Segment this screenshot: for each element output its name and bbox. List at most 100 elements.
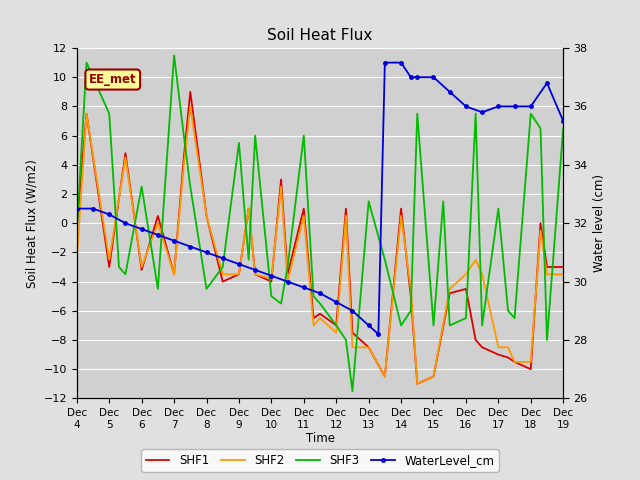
SHF3 (138, 184, 145, 190)
SHF2 (235, 271, 243, 277)
WaterLevel_cm (203, 250, 211, 255)
SHF1 (495, 352, 502, 358)
SHF3 (310, 293, 317, 299)
SHF2 (365, 345, 372, 350)
SHF2 (472, 257, 479, 263)
SHF2 (495, 345, 502, 350)
SHF2 (478, 271, 486, 277)
SHF3 (342, 337, 350, 343)
SHF1 (154, 213, 162, 219)
SHF3 (559, 125, 567, 131)
SHF1 (462, 286, 470, 292)
SHF1 (407, 293, 415, 299)
SHF3 (413, 111, 421, 117)
SHF1 (511, 359, 518, 365)
WaterLevel_cm (316, 290, 324, 296)
SHF2 (122, 155, 129, 160)
SHF3 (300, 133, 308, 139)
WaterLevel_cm (527, 104, 534, 109)
SHF2 (332, 330, 340, 336)
SHF1 (381, 373, 388, 379)
SHF3 (203, 286, 211, 292)
SHF3 (440, 198, 447, 204)
SHF1 (252, 271, 259, 277)
SHF1 (300, 206, 308, 212)
Text: EE_met: EE_met (89, 73, 136, 86)
WaterLevel_cm (106, 212, 113, 217)
SHF2 (73, 257, 81, 263)
SHF2 (180, 162, 188, 168)
SHF2 (342, 213, 350, 219)
SHF3 (252, 133, 259, 139)
SHF3 (268, 293, 275, 299)
SHF3 (543, 337, 551, 343)
WaterLevel_cm (332, 299, 340, 305)
SHF1 (429, 373, 437, 379)
WaterLevel_cm (170, 238, 178, 244)
SHF3 (495, 206, 502, 212)
SHF1 (543, 264, 551, 270)
WaterLevel_cm (365, 323, 372, 328)
SHF1 (170, 271, 178, 277)
SHF1 (537, 220, 545, 226)
WaterLevel_cm (235, 261, 243, 267)
SHF1 (349, 330, 356, 336)
SHF2 (300, 213, 308, 219)
SHF1 (245, 206, 253, 212)
SHF2 (446, 286, 454, 292)
SHF2 (527, 359, 534, 365)
SHF1 (342, 206, 350, 212)
WaterLevel_cm (138, 226, 145, 232)
SHF1 (235, 271, 243, 277)
SHF3 (170, 52, 178, 58)
SHF1 (413, 381, 421, 387)
SHF2 (429, 373, 437, 379)
SHF2 (277, 184, 285, 190)
SHF2 (203, 213, 211, 219)
SHF3 (397, 323, 405, 328)
Title: Soil Heat Flux: Soil Heat Flux (268, 28, 372, 43)
SHF3 (284, 264, 291, 270)
SHF3 (504, 308, 512, 314)
WaterLevel_cm (543, 80, 551, 86)
WaterLevel_cm (300, 285, 308, 290)
WaterLevel_cm (495, 104, 502, 109)
WaterLevel_cm (154, 232, 162, 238)
SHF2 (504, 345, 512, 350)
SHF2 (310, 323, 317, 328)
SHF2 (106, 257, 113, 263)
SHF3 (219, 264, 227, 270)
SHF2 (462, 271, 470, 277)
WaterLevel_cm (122, 220, 129, 226)
SHF2 (83, 111, 90, 117)
SHF3 (316, 300, 324, 306)
WaterLevel_cm (89, 206, 97, 212)
SHF1 (316, 311, 324, 317)
SHF3 (106, 111, 113, 117)
SHF1 (122, 150, 129, 156)
Line: SHF2: SHF2 (77, 107, 563, 384)
SHF2 (138, 264, 145, 270)
SHF2 (154, 220, 162, 226)
SHF1 (138, 267, 145, 273)
SHF2 (381, 373, 388, 379)
WaterLevel_cm (559, 118, 567, 124)
WaterLevel_cm (429, 74, 437, 80)
SHF1 (504, 355, 512, 360)
SHF1 (186, 89, 194, 95)
SHF2 (252, 271, 259, 277)
WaterLevel_cm (284, 279, 291, 285)
SHF3 (332, 323, 340, 328)
SHF1 (73, 223, 81, 229)
SHF1 (365, 345, 372, 350)
SHF1 (203, 213, 211, 219)
WaterLevel_cm (397, 60, 405, 65)
SHF3 (186, 184, 194, 190)
SHF3 (349, 388, 356, 394)
SHF3 (245, 257, 253, 263)
WaterLevel_cm (462, 104, 470, 109)
WaterLevel_cm (381, 60, 388, 65)
SHF2 (543, 271, 551, 277)
WaterLevel_cm (511, 104, 518, 109)
SHF1 (284, 271, 291, 277)
